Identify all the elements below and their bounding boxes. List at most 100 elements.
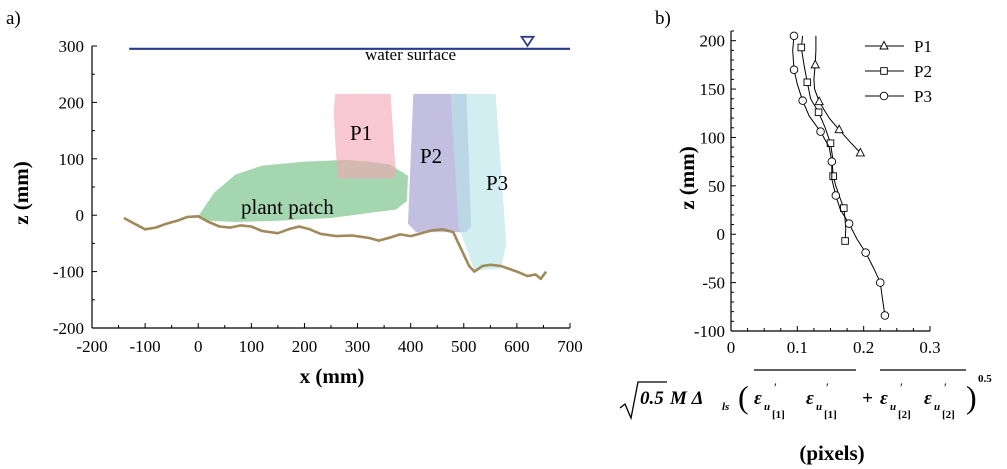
series-p1-point [810,59,820,69]
series-p2-point [840,204,848,212]
panel-a-y-tick-label: 300 [59,37,85,56]
series-p3-point [827,157,837,166]
formula-u-1a: u [764,401,770,413]
p2-region-label: P2 [420,144,442,168]
sqrt-sign [619,381,667,421]
panel-b-axes: 0 0.1 0.2 0.3 -100 -50 0 50 100 150 200 [694,30,941,357]
formula-prefix: M Δ [669,388,704,409]
formula-idx-1b: [1] [824,409,837,421]
panel-a-x-tick-label: -200 [76,337,107,356]
plant-patch-label: plant patch [241,195,334,219]
formula-prime-1b: ′ [826,380,829,395]
formula-open-paren: ( [738,379,749,415]
formula-eps-2b: ε [924,388,932,409]
formula-u-2b: u [934,401,940,413]
formula-exponent: 0.5 [978,373,992,385]
legend-p2-label: P2 [914,62,932,81]
panel-a-x-tick-label: 100 [239,337,265,356]
panel-a-y-tick-label: 0 [76,206,85,225]
formula-u-1b: u [816,401,822,413]
formula-close-paren: ) [966,379,977,415]
panel-b-xlabel-unit: (pixels) [799,441,864,465]
panel-a-x-tick-label: 200 [292,337,318,356]
panel-a-x-tick-label: 0 [194,337,203,356]
panel-a-y-tick-label: 200 [59,93,85,112]
series-p3-point [798,96,807,105]
legend-p1-marker [879,40,889,50]
bed-profile-line [123,215,548,281]
formula-plus: + [862,388,873,409]
panel-a-x-tick-label: 300 [345,337,371,356]
panel-b-y-tick-label: -50 [702,274,725,293]
panel-a-y-tick-label: -100 [53,263,84,282]
panel-b-y-tick-label: -100 [694,322,725,341]
panel-a-label: a) [6,8,21,29]
legend-p3-marker [879,91,889,101]
series-p2-line [800,35,847,242]
panel-b-y-tick-label: 100 [700,128,726,147]
series-p2-point [814,108,823,117]
series-p1-point [834,124,844,134]
panel-a-xlabel: x (mm) [300,364,365,388]
panel-a-x-tick-label: 700 [557,337,583,356]
series-p2-point [803,78,812,87]
series-p3-point [789,65,799,74]
formula-prime-2a: ′ [900,380,903,395]
formula-idx-1a: [1] [772,409,785,421]
panel-a-water-surface: water surface [129,35,570,64]
series-p2-point [841,237,849,245]
formula-prime-2b: ′ [944,380,947,395]
p1-region-label: P1 [350,121,372,145]
series-p3-point [789,31,799,41]
series-p3-line [792,35,886,316]
panel-b-y-tick-label: 150 [700,80,726,99]
panel-b-xlabel-formula: 0.5 M Δ ls ( ε u ′ [1] ε u ′ [1] + ε u ′… [619,369,992,421]
series-p2-point [797,43,806,52]
panel-a-ylabel: z (mm) [9,161,33,225]
formula-idx-2a: [2] [898,409,911,421]
panel-b-label: b) [655,8,671,29]
formula-prefix-sub: ls [722,401,729,413]
formula-sqrt-arg: 0.5 [640,388,664,409]
series-p3-point [861,248,870,257]
series-p1-line [813,35,861,154]
panel-a: a) water surface plant patch P1 P2 P3 -2… [6,8,583,388]
series-p1-point [814,96,824,106]
p3-region-label: P3 [486,171,508,195]
formula-eps-2a: ε [880,388,888,409]
panel-a-x-tick-label: 500 [451,337,477,356]
panel-b-y-tick-label: 0 [717,225,726,244]
panel-a-axes: -200 -100 0 100 200 300 400 500 600 700 -200 -100 0 1… [53,37,583,356]
formula-eps-1a: ε [754,388,762,409]
legend-p2-marker [880,67,888,75]
panel-b-ylabel: z (mm) [675,146,699,210]
series-p3-point [880,311,890,320]
panel-a-x-tick-label: 400 [398,337,424,356]
panel-b-x-tick-label: 0.1 [787,338,808,357]
series-p3-point [816,127,825,136]
panel-b-x-tick-label: 0 [727,338,736,357]
panel-a-x-tick-label: 600 [504,337,530,356]
panel-a-x-tick-label: -100 [130,337,161,356]
series-p3-point [844,219,854,228]
panel-a-region-labels: plant patch P1 P2 P3 [241,121,508,219]
panel-b-x-tick-label: 0.3 [919,338,940,357]
series-p2-point [829,172,837,180]
panel-b-y-tick-label: 50 [708,177,725,196]
formula-idx-2b: [2] [942,409,955,421]
panel-a-y-tick-label: -200 [53,319,84,338]
series-p3-point [876,278,885,287]
formula-prime-1a: ′ [774,380,777,395]
panel-b-x-tick-label: 0.2 [853,338,874,357]
panel-a-y-tick-label: 100 [59,150,85,169]
legend-p3-label: P3 [914,87,932,106]
series-p1-point [855,147,866,157]
legend-p1-label: P1 [914,37,932,56]
panel-a-regions [198,93,507,271]
formula-u-2a: u [890,401,896,413]
water-surface-marker [519,35,536,48]
panel-b-y-tick-label: 200 [700,32,726,51]
panel-a-bed [123,215,548,281]
